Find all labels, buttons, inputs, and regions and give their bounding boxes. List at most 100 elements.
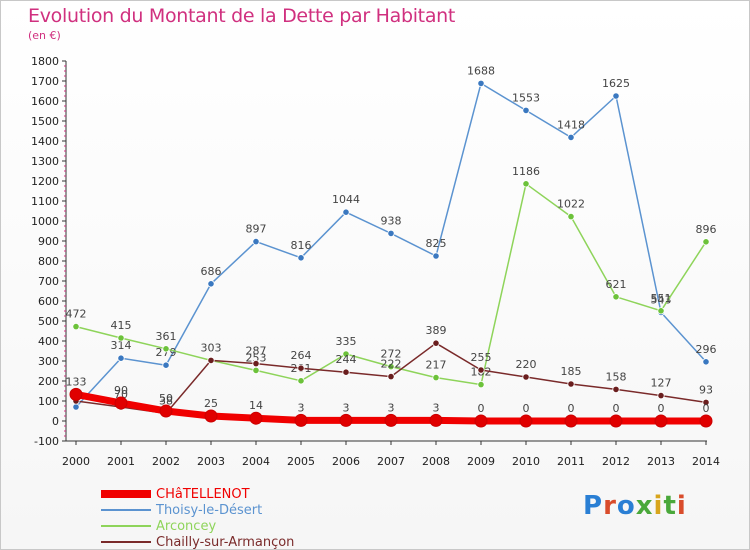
data-point bbox=[297, 254, 305, 262]
legend-label: Arconcey bbox=[156, 518, 217, 534]
legend: CHâTELLENOT Thoisy-le-Désert Arconcey Chail… bbox=[101, 486, 294, 550]
data-point bbox=[297, 377, 305, 385]
data-point bbox=[567, 213, 575, 221]
proxiti-logo: Proxiti bbox=[583, 491, 687, 521]
data-point bbox=[204, 409, 218, 423]
data-label: 0 bbox=[613, 402, 620, 415]
data-point bbox=[432, 339, 440, 347]
y-tick-label: 0 bbox=[52, 415, 59, 428]
data-label: 472 bbox=[66, 308, 87, 321]
data-point bbox=[114, 396, 128, 410]
data-label: 825 bbox=[426, 237, 447, 250]
data-label: 415 bbox=[111, 319, 132, 332]
data-point bbox=[702, 358, 710, 366]
data-point bbox=[657, 307, 665, 315]
y-tick-label: 1000 bbox=[31, 215, 59, 228]
data-label: 3 bbox=[343, 401, 350, 414]
x-tick-label: 2012 bbox=[602, 455, 630, 468]
x-tick-label: 2004 bbox=[242, 455, 270, 468]
data-point bbox=[474, 414, 488, 428]
y-tick-label: 800 bbox=[38, 255, 59, 268]
data-label: 133 bbox=[66, 375, 87, 388]
data-label: 296 bbox=[696, 343, 717, 356]
data-label: 1186 bbox=[512, 165, 540, 178]
data-label: 244 bbox=[336, 353, 357, 366]
data-label: 1022 bbox=[557, 198, 585, 211]
data-point bbox=[342, 208, 350, 216]
data-point bbox=[522, 373, 530, 381]
x-tick-label: 2010 bbox=[512, 455, 540, 468]
data-point bbox=[612, 293, 620, 301]
data-point bbox=[567, 380, 575, 388]
data-point bbox=[654, 414, 668, 428]
x-tick-label: 2014 bbox=[692, 455, 720, 468]
data-label: 3 bbox=[298, 401, 305, 414]
y-tick-label: 1400 bbox=[31, 135, 59, 148]
data-point bbox=[564, 414, 578, 428]
data-point bbox=[294, 413, 308, 427]
data-point bbox=[159, 404, 173, 418]
logo-letter: o bbox=[616, 491, 636, 521]
data-label: 3 bbox=[388, 401, 395, 414]
data-point bbox=[699, 414, 713, 428]
x-tick-label: 2000 bbox=[62, 455, 90, 468]
y-tick-label: 1700 bbox=[31, 75, 59, 88]
data-label: 287 bbox=[246, 345, 267, 358]
y-tick-label: 1800 bbox=[31, 55, 59, 68]
data-point bbox=[342, 350, 350, 358]
data-point bbox=[702, 238, 710, 246]
data-point bbox=[387, 372, 395, 381]
x-tick-label: 2011 bbox=[557, 455, 585, 468]
series-ch-tellenot: 133 90 50 25 14 3 3 3 3 0 0 0 0 0 0 bbox=[66, 375, 713, 428]
data-label: 335 bbox=[336, 335, 357, 348]
y-tick-label: 1600 bbox=[31, 95, 59, 108]
data-label: 264 bbox=[291, 349, 312, 362]
data-point bbox=[609, 414, 623, 428]
data-label: 93 bbox=[699, 383, 713, 396]
data-label: 0 bbox=[478, 402, 485, 415]
legend-label: CHâTELLENOT bbox=[156, 486, 250, 502]
data-label: 3 bbox=[433, 401, 440, 414]
data-point bbox=[342, 368, 350, 376]
x-tick-label: 2006 bbox=[332, 455, 360, 468]
data-label: 314 bbox=[111, 339, 132, 352]
data-label: 14 bbox=[249, 399, 263, 412]
legend-swatch bbox=[101, 525, 151, 527]
x-tick-label: 2008 bbox=[422, 455, 450, 468]
data-label: 158 bbox=[606, 370, 627, 383]
data-point bbox=[387, 229, 395, 237]
data-label: 217 bbox=[426, 359, 447, 372]
data-label: 1688 bbox=[467, 64, 495, 77]
data-label: 1044 bbox=[332, 193, 360, 206]
y-tick-label: 300 bbox=[38, 355, 59, 368]
data-label: 896 bbox=[696, 223, 717, 236]
data-point bbox=[519, 414, 533, 428]
data-point bbox=[162, 345, 170, 353]
data-label: 1625 bbox=[602, 77, 630, 90]
data-label: 127 bbox=[651, 377, 672, 390]
data-label: 1553 bbox=[512, 91, 540, 104]
y-tick-label: 100 bbox=[38, 395, 59, 408]
y-tick-label: 700 bbox=[38, 275, 59, 288]
chart-title: Evolution du Montant de la Dette par Hab… bbox=[28, 5, 456, 27]
chart-subtitle: (en €) bbox=[28, 29, 61, 42]
data-point bbox=[384, 413, 398, 427]
data-point bbox=[162, 361, 170, 369]
y-tick-label: 900 bbox=[38, 235, 59, 248]
x-tick-label: 2007 bbox=[377, 455, 405, 468]
data-point bbox=[252, 366, 260, 374]
data-label: 272 bbox=[381, 348, 402, 361]
data-label: 0 bbox=[568, 402, 575, 415]
data-point bbox=[432, 252, 440, 260]
data-label: 938 bbox=[381, 214, 402, 227]
data-label: 303 bbox=[201, 341, 222, 354]
legend-label: Chailly-sur-Armançon bbox=[156, 534, 295, 550]
data-point bbox=[429, 413, 443, 427]
data-label: 621 bbox=[606, 278, 627, 291]
data-label: 0 bbox=[658, 402, 665, 415]
y-tick-label: 1200 bbox=[31, 175, 59, 188]
data-label: 551 bbox=[651, 292, 672, 305]
data-point bbox=[252, 359, 260, 368]
x-tick-label: 2013 bbox=[647, 455, 675, 468]
data-point bbox=[117, 334, 125, 342]
